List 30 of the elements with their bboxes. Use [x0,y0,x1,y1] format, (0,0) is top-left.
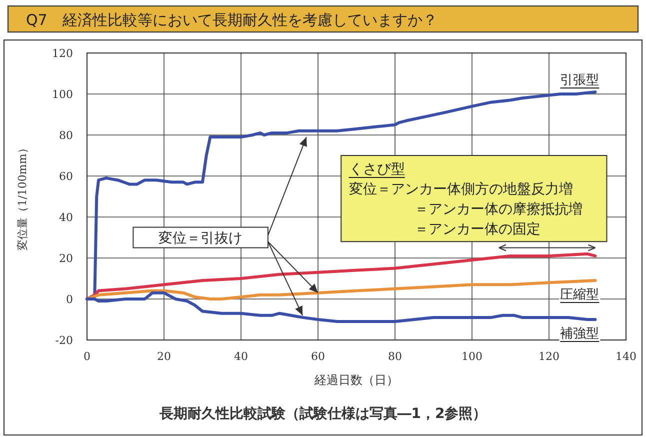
x-tick-label: 100 [462,350,482,363]
y-tick-label: -20 [55,334,73,347]
y-tick-label: 20 [59,252,73,265]
line-series [86,252,597,300]
y-tick-label: 80 [59,129,73,142]
x-axis-title: 経過日数（日） [314,373,398,387]
x-tick-label: 0 [84,350,90,363]
annotation: 変位＝引抜け [158,230,243,246]
x-tick-label: 80 [388,350,402,363]
x-tick-label: 20 [157,350,171,363]
annotation: ＝アンカー体の摩擦抵抗増 [414,200,582,218]
x-tick-label: 60 [311,350,325,363]
annotation: くさび型 [348,162,405,178]
y-tick-label: 120 [52,47,73,60]
y-tick-label: 60 [59,170,73,183]
annotation: 変位＝アンカー体側方の地盤反力増 [348,180,573,198]
x-tick-label: 140 [616,350,636,363]
x-tick-label: 40 [234,350,248,363]
y-tick-label: 40 [59,211,73,224]
y-axis-title: 変位量（1/100mm） [16,142,29,250]
y-tick-label: 100 [52,88,73,101]
text: 長期耐久性比較試験（試験仕様は写真―1，2参照） [158,405,487,422]
x-tick-label: 120 [538,350,560,363]
series-label: 圧縮型 [560,288,600,303]
series-label: 補強型 [560,326,600,342]
line-series [86,279,597,300]
series-label: 引張型 [560,72,600,88]
y-tick-label: 0 [66,293,73,306]
annotation: ＝アンカー体の固定 [414,222,540,238]
chart-title: Q7 経済性比較等において長期耐久性を考慮していますか？ [26,11,438,29]
